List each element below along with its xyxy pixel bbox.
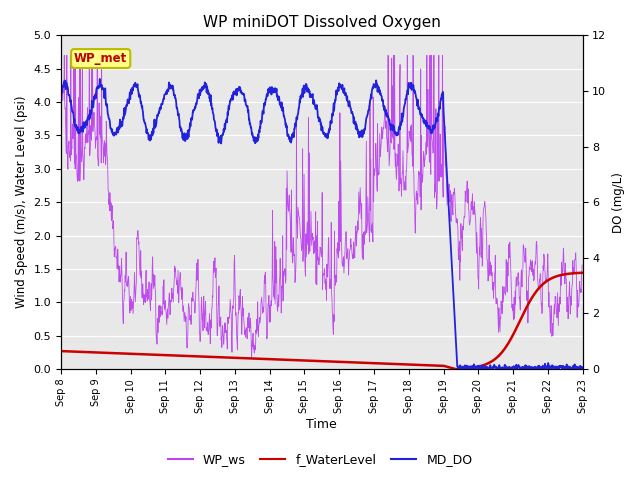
Text: WP_met: WP_met [74, 52, 127, 65]
Title: WP miniDOT Dissolved Oxygen: WP miniDOT Dissolved Oxygen [203, 15, 441, 30]
Legend: WP_ws, f_WaterLevel, MD_DO: WP_ws, f_WaterLevel, MD_DO [163, 448, 477, 471]
Y-axis label: Wind Speed (m/s), Water Level (psi): Wind Speed (m/s), Water Level (psi) [15, 96, 28, 309]
Y-axis label: DO (mg/L): DO (mg/L) [612, 172, 625, 233]
X-axis label: Time: Time [307, 419, 337, 432]
